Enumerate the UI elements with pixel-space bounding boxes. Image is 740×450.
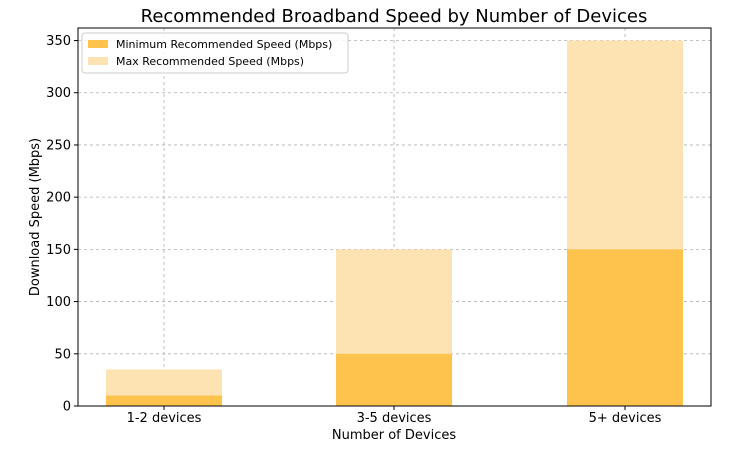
x-tick-label: 3-5 devices [357, 411, 432, 426]
legend-box [81, 32, 349, 74]
y-tick-label: 250 [46, 138, 71, 153]
y-axis-ticks: 0 50 100 150 200 250 300 350 [46, 34, 78, 415]
min-speed-bar [106, 395, 222, 406]
y-axis-label: Download Speed (Mbps) [28, 138, 43, 296]
y-tick-label: 200 [46, 191, 71, 206]
x-tick-label: 1-2 devices [127, 411, 202, 426]
chart-title: Recommended Broadband Speed by Number of… [141, 6, 648, 27]
y-tick-label: 300 [46, 86, 71, 101]
y-tick-label: 350 [46, 34, 71, 49]
y-tick-label: 0 [63, 400, 71, 415]
legend-label: Minimum Recommended Speed (Mbps) [116, 38, 332, 51]
min-speed-bars [106, 249, 683, 406]
y-tick-label: 50 [54, 347, 71, 362]
x-axis-ticks: 1-2 devices 3-5 devices 5+ devices [127, 406, 662, 426]
legend-swatch [88, 57, 108, 65]
legend-label: Max Recommended Speed (Mbps) [116, 55, 304, 68]
x-tick-label: 5+ devices [589, 411, 662, 426]
y-tick-label: 100 [46, 295, 71, 310]
min-speed-bar [336, 353, 452, 406]
legend: Minimum Recommended Speed (Mbps) Max Reco… [81, 32, 349, 74]
min-speed-bar [567, 249, 683, 406]
x-axis-label: Number of Devices [332, 428, 456, 443]
legend-swatch [88, 40, 108, 48]
y-tick-label: 150 [46, 243, 71, 258]
